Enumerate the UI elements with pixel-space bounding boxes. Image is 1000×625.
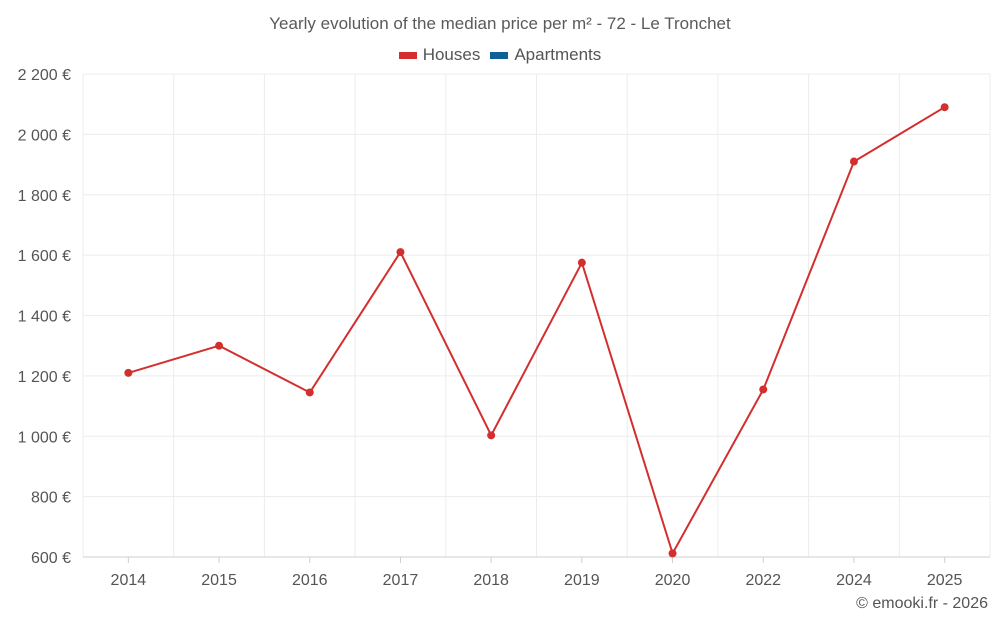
x-tick-label: 2024	[836, 572, 872, 589]
x-tick-label: 2015	[201, 572, 237, 589]
y-tick-label: 1 400 €	[18, 309, 71, 326]
data-point-houses-2018[interactable]	[487, 431, 496, 440]
legend-item-houses[interactable]: Houses	[398, 45, 481, 65]
data-point-houses-2019[interactable]	[577, 258, 586, 267]
x-tick-label: 2022	[745, 572, 781, 589]
legend-swatch-houses	[398, 51, 417, 59]
data-point-houses-2015[interactable]	[215, 341, 224, 350]
y-tick-label: 2 200 €	[18, 67, 71, 84]
x-tick-label: 2019	[564, 572, 600, 589]
data-point-houses-2020[interactable]	[668, 549, 677, 558]
data-point-houses-2017[interactable]	[396, 248, 405, 257]
chart-title: Yearly evolution of the median price per…	[269, 14, 731, 33]
x-tick-label: 2018	[473, 572, 509, 589]
legend-label-apartments: Apartments	[514, 45, 602, 64]
copyright-footer: © emooki.fr - 2026	[856, 595, 988, 612]
y-tick-label: 2 000 €	[18, 127, 71, 144]
legend-swatch-apartments	[490, 51, 509, 59]
data-point-houses-2014[interactable]	[124, 368, 133, 377]
legend: Houses Apartments	[0, 45, 1000, 65]
data-point-houses-2022[interactable]	[759, 385, 768, 394]
y-tick-label: 1 600 €	[18, 248, 71, 265]
legend-item-apartments[interactable]: Apartments	[490, 45, 601, 65]
data-point-houses-2024[interactable]	[849, 157, 858, 166]
x-tick-label: 2017	[383, 572, 419, 589]
y-tick-label: 800 €	[31, 490, 71, 507]
x-tick-label: 2014	[111, 572, 147, 589]
y-tick-label: 1 000 €	[18, 429, 71, 446]
y-tick-label: 600 €	[31, 550, 71, 567]
data-point-houses-2025[interactable]	[940, 103, 949, 112]
x-tick-label: 2020	[655, 572, 691, 589]
y-tick-label: 1 200 €	[18, 369, 71, 386]
y-tick-label: 1 800 €	[18, 188, 71, 205]
legend-label-houses: Houses	[422, 45, 481, 64]
x-tick-label: 2016	[292, 572, 328, 589]
series-line-houses	[128, 106, 946, 556]
data-point-houses-2016[interactable]	[305, 388, 314, 397]
x-tick-label: 2025	[927, 572, 963, 589]
